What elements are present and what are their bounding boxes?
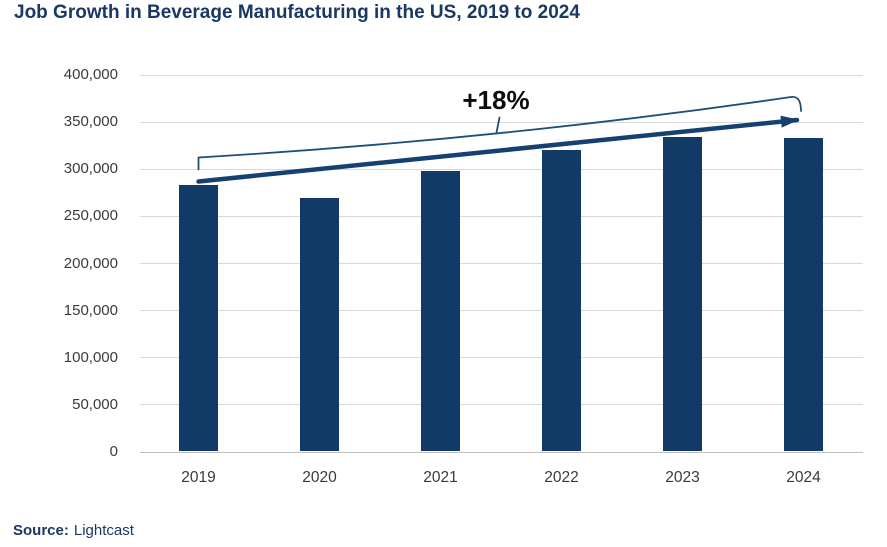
x-axis-tick-label: 2020	[302, 469, 337, 486]
gridline	[140, 404, 863, 406]
x-axis-tick-label: 2021	[423, 469, 458, 486]
y-axis-tick-label: 250,000	[63, 207, 118, 225]
bar-2019	[179, 185, 218, 451]
gridline	[140, 263, 863, 264]
bar-2023	[663, 137, 702, 451]
y-axis-tick-label: 200,000	[63, 254, 118, 272]
chart-title: Job Growth in Beverage Manufacturing in …	[14, 2, 580, 23]
x-axis-tick-label: 2022	[544, 469, 579, 486]
gridline	[140, 168, 863, 170]
x-axis-tick-label: 2019	[181, 469, 216, 486]
y-axis-tick-label: 400,000	[63, 66, 118, 83]
y-axis-tick-label: 50,000	[72, 395, 118, 413]
growth-percentage-label: +18%	[462, 85, 530, 115]
y-axis-tick-label: 350,000	[63, 113, 118, 131]
source-line: Source: Lightcast	[13, 521, 134, 541]
bar-2021	[421, 171, 460, 451]
x-axis-tick-label: 2024	[786, 469, 821, 486]
gridline	[140, 357, 863, 359]
source-label: Source:	[13, 522, 69, 539]
y-axis-tick-label: 0	[109, 443, 118, 460]
gridline	[140, 310, 863, 312]
y-axis-tick-label: 100,000	[63, 348, 118, 366]
source-value: Lightcast	[73, 522, 134, 539]
x-axis-tick-label: 2023	[665, 469, 700, 486]
x-axis-line	[140, 451, 863, 453]
gridline	[140, 121, 863, 123]
bar-2022	[542, 150, 581, 451]
y-axis-tick-label: 300,000	[63, 160, 118, 178]
gridline	[140, 215, 863, 217]
bar-2024	[784, 137, 823, 451]
y-axis-tick-label: 150,000	[63, 301, 118, 319]
gridline	[140, 74, 863, 76]
bar-2020	[300, 197, 339, 451]
